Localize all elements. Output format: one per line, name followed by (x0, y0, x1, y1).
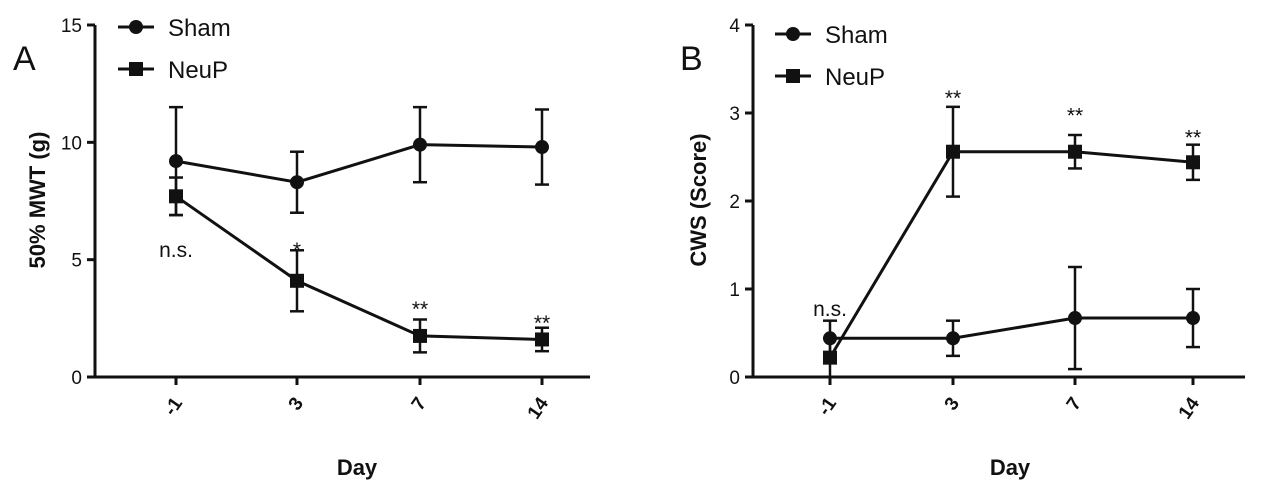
point-sham-a (535, 140, 549, 155)
series-line-neup-b (828, 150, 1194, 359)
y-tick-label-a: 15 (61, 16, 82, 37)
significance-label-b: ** (945, 87, 961, 110)
point-sham-b (1186, 311, 1200, 326)
panel-letter-a: A (13, 40, 36, 78)
x-axis-title-a: Day (337, 455, 378, 480)
point-neup-b (823, 350, 837, 365)
x-tick-label-a: -1 (160, 393, 187, 419)
point-neup-a (535, 332, 549, 347)
series-line-neup-a (175, 195, 543, 341)
point-neup-a (290, 273, 304, 288)
point-sham-a (413, 137, 427, 152)
x-tick-label-b: 3 (941, 394, 964, 415)
y-tick-label-b: 0 (729, 368, 740, 389)
y-tick-label-a: 0 (71, 368, 82, 389)
y-tick-label-b: 2 (729, 192, 740, 213)
y-tick-label-b: 3 (729, 104, 740, 125)
significance-label-a: ** (412, 298, 428, 321)
point-sham-a (169, 154, 183, 169)
legend-marker-sham-b (786, 27, 800, 41)
y-tick-label-a: 5 (71, 251, 82, 272)
point-neup-a (169, 189, 183, 204)
significance-label-b: n.s. (813, 298, 847, 321)
x-axis-title-b: Day (990, 455, 1031, 480)
chart-panel-b: B CWS (Score) Day 0 1 2 3 4 -1 3 7 14 n.s. ** ** **… (680, 16, 1245, 480)
marks-b: n.s. ** ** ** (813, 87, 1201, 379)
y-tick-label-b: 1 (729, 280, 740, 301)
significance-label-a: n.s. (159, 239, 193, 262)
point-neup-b (1068, 144, 1082, 159)
y-tick-label-b: 4 (729, 16, 740, 37)
significance-label-a: * (293, 239, 301, 262)
x-tick-label-a: 3 (285, 394, 308, 415)
x-tick-label-a: 7 (408, 394, 431, 415)
point-neup-b (946, 144, 960, 159)
point-sham-a (290, 175, 304, 190)
point-neup-b (1186, 155, 1200, 170)
legend-marker-neup-b (786, 69, 800, 83)
legend-a: Sham NeuP (118, 15, 231, 84)
y-tick-label-a: 10 (61, 133, 82, 154)
x-tick-label-b: 7 (1063, 394, 1086, 415)
legend-b: Sham NeuP (775, 22, 888, 91)
panel-letter-b: B (680, 40, 703, 78)
point-sham-b (1068, 311, 1082, 326)
x-tick-label-a: 14 (524, 393, 554, 423)
series-line-sham-a (175, 143, 543, 184)
legend-label-sham-b: Sham (825, 22, 888, 49)
x-tick-label-b: 14 (1175, 393, 1205, 423)
x-tick-label-b: -1 (814, 393, 841, 419)
axes-a: 0 5 10 15 -1 3 7 14 (61, 16, 590, 423)
legend-label-sham-a: Sham (168, 15, 231, 42)
legend-label-neup-b: NeuP (825, 64, 885, 91)
legend-marker-sham-a (129, 20, 143, 34)
series-line-sham-b (830, 316, 1193, 340)
marks-a: n.s. ***** (159, 105, 550, 354)
legend-marker-neup-a (129, 62, 143, 76)
y-axis-title-a: 50% MWT (g) (25, 132, 50, 269)
significance-label-b: ** (1067, 105, 1083, 128)
point-neup-a (413, 328, 427, 343)
significance-label-a: ** (534, 312, 550, 335)
significance-label-b: ** (1185, 127, 1201, 150)
point-sham-b (946, 331, 960, 346)
legend-label-neup-a: NeuP (168, 57, 228, 84)
y-axis-title-b: CWS (Score) (686, 133, 711, 266)
